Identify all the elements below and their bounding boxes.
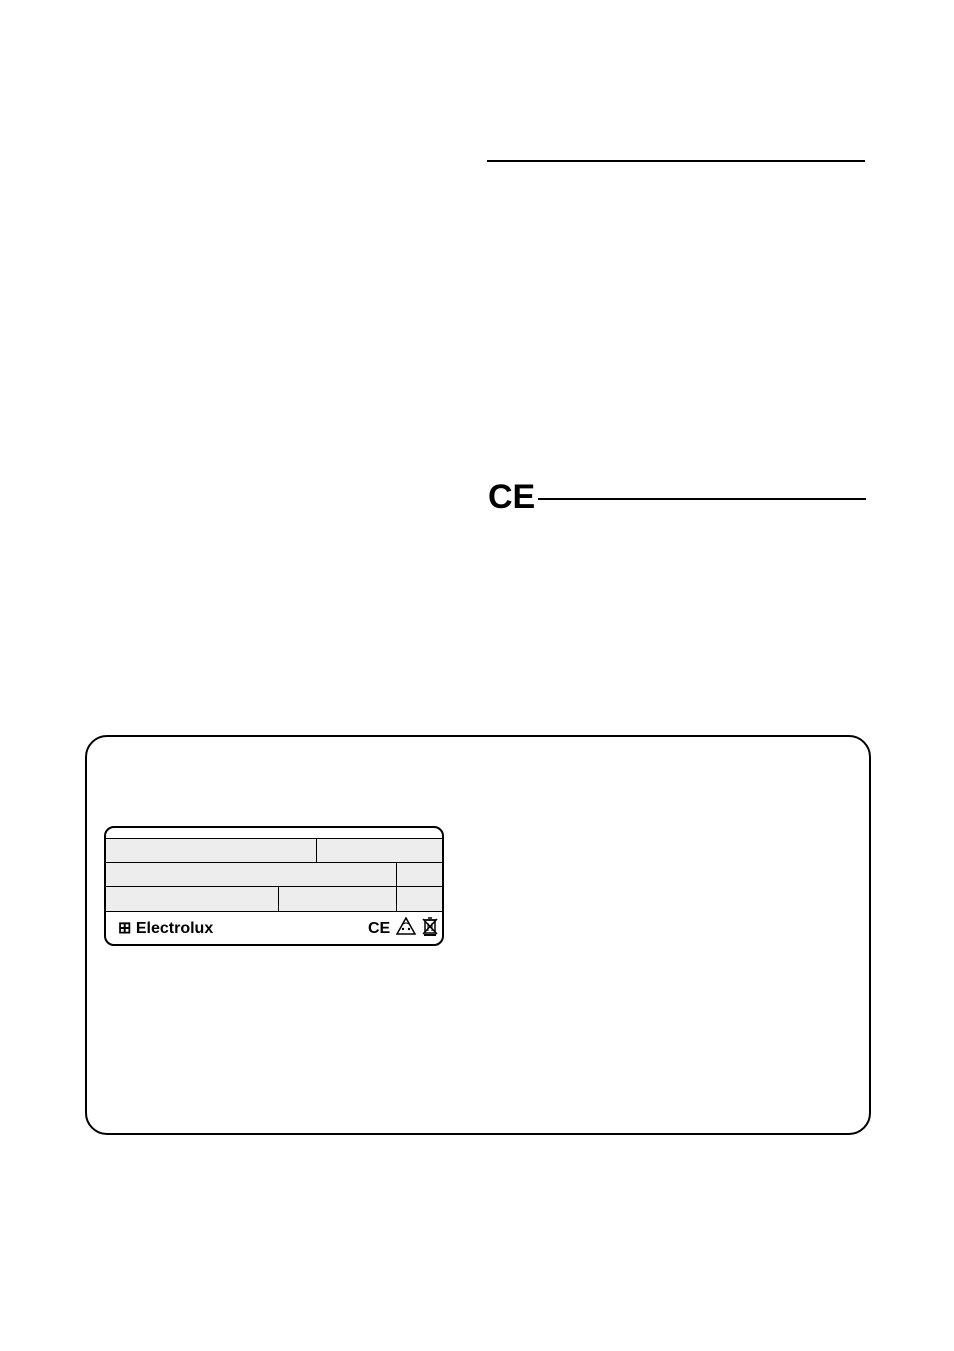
rating-plate-row-3 bbox=[106, 886, 442, 912]
ce-mark: CE bbox=[488, 478, 535, 517]
brand-text: Electrolux bbox=[136, 920, 213, 937]
rating-plate-row3-div1 bbox=[278, 887, 279, 911]
rating-plate-row3-div2 bbox=[396, 887, 397, 911]
plate-ce-mark: CE bbox=[368, 920, 390, 938]
rating-plate-row-2 bbox=[106, 862, 442, 888]
rating-plate-row1-div1 bbox=[316, 839, 317, 863]
ce-section-rule bbox=[538, 498, 866, 500]
rating-plate: ⊞ Electrolux CE bbox=[104, 826, 444, 946]
brand-icon: ⊞ bbox=[118, 920, 131, 937]
triangle-warning-icon bbox=[396, 917, 416, 940]
section-divider-top bbox=[487, 160, 865, 162]
plate-icons: CE bbox=[368, 916, 438, 941]
rating-plate-callout-box: ⊞ Electrolux CE bbox=[85, 735, 871, 1135]
crossed-bin-icon bbox=[422, 916, 438, 941]
rating-plate-row-1 bbox=[106, 838, 442, 864]
brand-label: ⊞ Electrolux bbox=[118, 918, 213, 938]
rating-plate-row2-div1 bbox=[396, 863, 397, 887]
document-page: CE ⊞ Electrolux CE bbox=[0, 0, 954, 1351]
